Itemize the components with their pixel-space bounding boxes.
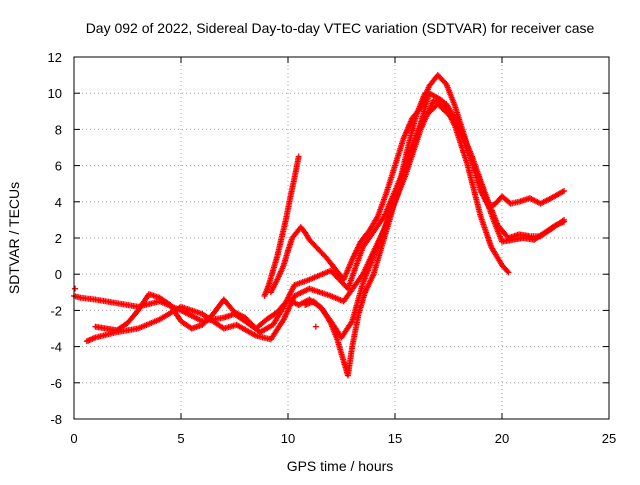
y-tick-label: -4 [50,340,62,355]
outlier-point [72,285,79,292]
y-tick-label: 10 [48,86,62,101]
series-track-6 [302,90,428,379]
data-point [561,187,568,194]
y-tick-label: 2 [55,231,62,246]
y-tick-label: 12 [48,50,62,65]
x-axis-label: GPS time / hours [287,458,394,474]
y-axis-label: SDTVAR / TECUs [6,182,22,294]
x-tick-label: 15 [388,431,402,446]
y-tick-label: -2 [50,303,62,318]
outlier-point [312,323,319,330]
x-tick-label: 10 [281,431,295,446]
y-tick-label: 0 [55,267,62,282]
y-tick-label: 6 [55,159,62,174]
x-tick-label: 20 [495,431,509,446]
data-point [504,268,511,275]
series-track-5 [261,153,302,299]
ticks: 0 5 10 15 20 25 -8 -6 -4 -2 0 2 4 6 8 10 12 [48,50,617,446]
data-point [505,269,512,276]
series-track-2 [83,97,568,345]
y-tick-label: 4 [55,195,62,210]
series-group [71,72,568,379]
y-tick-label: -6 [50,376,62,391]
data-point [295,153,302,160]
x-tick-label: 25 [602,431,616,446]
y-tick-label: 8 [55,122,62,137]
x-tick-label: 0 [70,431,77,446]
data-point [421,90,428,97]
y-tick-label: -8 [50,412,62,427]
outlier-points [72,285,319,330]
chart-title: Day 092 of 2022, Sidereal Day-to-day VTE… [86,20,595,36]
x-tick-label: 5 [177,431,184,446]
series-track-4 [267,72,568,296]
data-point [561,216,568,223]
